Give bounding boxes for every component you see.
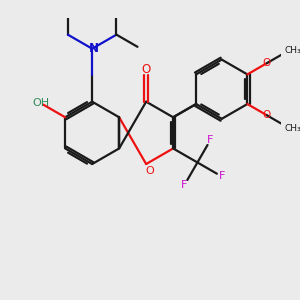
Text: F: F	[218, 172, 225, 182]
Text: O: O	[145, 166, 154, 176]
Text: OH: OH	[32, 98, 50, 108]
Text: O: O	[263, 58, 271, 68]
Text: O: O	[263, 110, 271, 120]
Text: O: O	[142, 63, 151, 76]
Text: F: F	[207, 135, 214, 145]
Text: F: F	[181, 180, 188, 190]
Text: CH₃: CH₃	[285, 46, 300, 55]
Text: N: N	[89, 42, 99, 55]
Text: CH₃: CH₃	[285, 124, 300, 133]
